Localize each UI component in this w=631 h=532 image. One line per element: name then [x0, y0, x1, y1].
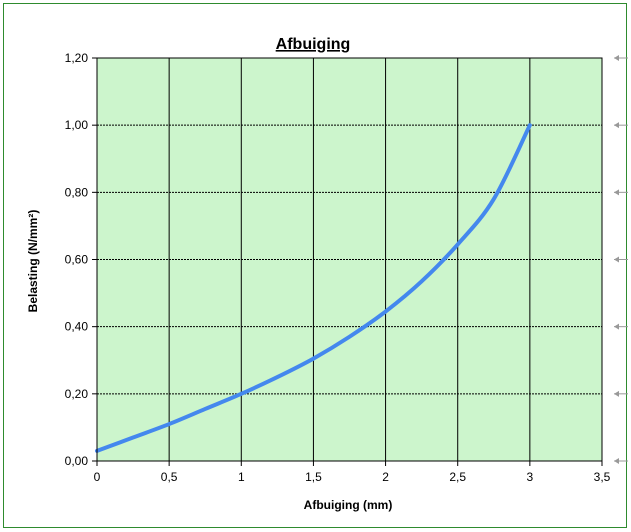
y-tick-label: 0,80: [65, 185, 89, 199]
x-tick-label: 3,5: [594, 470, 611, 484]
plot-border: [96, 57, 603, 462]
right-arrow-head: [614, 55, 619, 61]
right-arrow-head: [614, 458, 619, 464]
x-tick-label: 1,5: [305, 470, 322, 484]
series-line: [95, 123, 532, 453]
x-tick-label: 0: [94, 470, 101, 484]
x-tick-label: 2: [382, 470, 389, 484]
y-axis-label: Belasting (N/mm²): [26, 210, 40, 313]
y-tick-label: 0,00: [65, 454, 89, 468]
x-tick-label: 2,5: [449, 470, 466, 484]
chart-title: Afbuiging: [276, 36, 351, 53]
series-layer: [95, 57, 603, 462]
y-tick-label: 0,20: [65, 387, 89, 401]
right-arrow-head: [614, 189, 619, 196]
right-arrows: [614, 55, 628, 464]
right-arrow-head: [614, 323, 619, 330]
y-tick-label: 0,60: [65, 253, 89, 267]
y-tick-label: 1,00: [65, 118, 89, 132]
right-arrow-head: [614, 122, 619, 129]
y-tick-label: 0,40: [65, 320, 89, 334]
y-tick-label: 1,20: [65, 51, 89, 65]
x-tick-label: 3: [527, 470, 534, 484]
right-arrow-head: [614, 256, 619, 263]
tick-labels: 0 0,5 1 1,5 2 2,5 3 3,5 0,00 0,20 0,40 0,60 0,80 1,00…: [65, 51, 611, 484]
x-tick-label: 1: [238, 470, 245, 484]
x-axis-label: Afbuiging (mm): [304, 498, 393, 512]
right-arrow-head: [614, 390, 619, 397]
x-tick-label: 0,5: [161, 470, 178, 484]
